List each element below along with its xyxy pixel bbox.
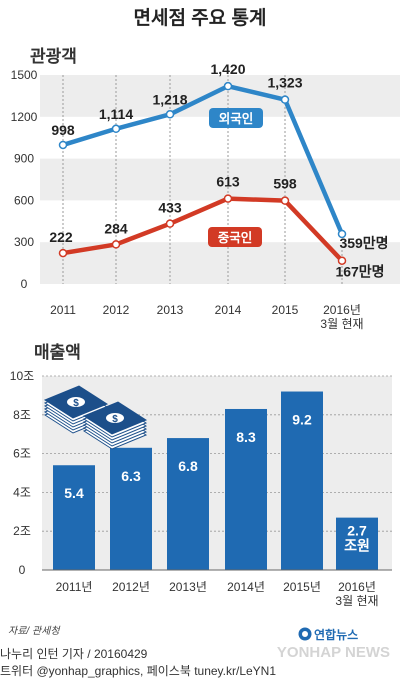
bar-value-label: 2.7 조원 [344,523,370,554]
x-tick-label: 2013 [157,303,184,317]
data-label: 222 [49,229,73,245]
bar-value-label: 6.8 [178,458,198,474]
x-tick-label: 2011 [50,303,76,317]
data-point [280,95,290,104]
data-label: 1,323 [267,75,302,91]
x-tick-label: 2015 [272,303,299,317]
data-label: 1,114 [99,106,133,122]
data-point [165,219,175,228]
yonhap-logo-icon: 연합뉴스 [298,627,358,642]
data-point [223,194,233,203]
legend-label: 중국인 [218,230,253,245]
data-label: 433 [158,200,182,216]
y-tick-label: 1500 [11,68,38,82]
data-point [337,229,347,239]
y-tick-label: 600 [14,193,34,207]
data-label: 998 [51,122,75,138]
data-point [223,81,233,91]
grid-band [40,158,400,201]
x-tick-label: 2016년 3월 현재 [335,580,378,608]
bill-seal [67,397,85,407]
bar [336,517,378,570]
x-tick-label: 2014년 [227,580,265,594]
sales-chart-title: 매출액 [34,343,81,362]
y-tick-label: 10조 [10,369,34,383]
x-tick-label: 2015년 [283,580,321,594]
bar-value-label: 6.3 [121,468,141,484]
x-tick-label: 2011년 [56,580,93,594]
dollar-glyph: $ [73,398,79,409]
y-tick-label: 900 [14,152,34,166]
x-tick-label: 2014 [215,303,242,317]
y-tick-label: 4조 [13,485,31,499]
bar [110,447,152,570]
y-tick-label: 0 [21,277,28,291]
y-tick-label: 8조 [13,408,31,422]
data-label: 1,420 [210,61,245,77]
chinese-line [60,196,345,263]
social-line: 트위터 @yonhap_graphics, 페이스북 tuney.kr/LeYN… [0,664,277,678]
source-note: 자료/ 관세청 [8,626,60,637]
y-tick-label: 1200 [11,110,38,124]
data-label: 167만명 [335,264,384,280]
y-tick-label: 2조 [13,524,31,538]
bar [281,391,323,570]
legend-label: 외국인 [219,111,254,126]
money-stack-icon: $$ [43,385,148,450]
dollar-glyph: $ [112,414,118,425]
data-label: 359만명 [339,235,388,251]
tourists-line-chart: 1500 1200 900 600 300 0 2011 2012 2013 2014 2015 20… [11,61,400,331]
x-tick-label: 2016년 3월 현재 [320,303,363,331]
data-point [337,256,347,265]
bar [53,465,95,570]
bar [225,408,267,570]
credit-line: 나누리 인턴 기자 / 20160429 [0,647,148,661]
x-tick-label: 2012 [103,303,130,317]
data-label: 284 [104,220,128,236]
bar [167,438,209,570]
data-label: 1,218 [152,91,187,107]
y-tick-label: 0 [19,563,26,577]
bar-value-label: 9.2 [292,412,312,428]
data-point [58,140,68,150]
bar-value-label: 8.3 [236,429,256,445]
x-tick-label: 2012년 [112,580,150,594]
watermark-text: YONHAP NEWS [277,644,390,661]
main-title: 면세점 주요 통계 [134,7,267,29]
x-tick-label: 2013년 [169,580,207,594]
data-point [111,124,121,134]
y-tick-label: 6조 [13,447,31,461]
data-point [111,240,121,249]
data-label: 613 [216,174,240,190]
y-tick-label: 300 [14,235,34,249]
legend-chinese [208,227,262,247]
bar-value-label: 5.4 [64,485,84,501]
data-point [58,248,68,258]
bill-seal [106,413,124,423]
data-point [280,196,290,205]
tourists-chart-title: 관광객 [30,47,77,66]
data-point [165,110,175,119]
foreigners-line [60,83,345,237]
yonhap-logo-text: 연합뉴스 [314,627,358,642]
data-label: 598 [273,176,297,192]
legend-foreigners [209,108,263,128]
